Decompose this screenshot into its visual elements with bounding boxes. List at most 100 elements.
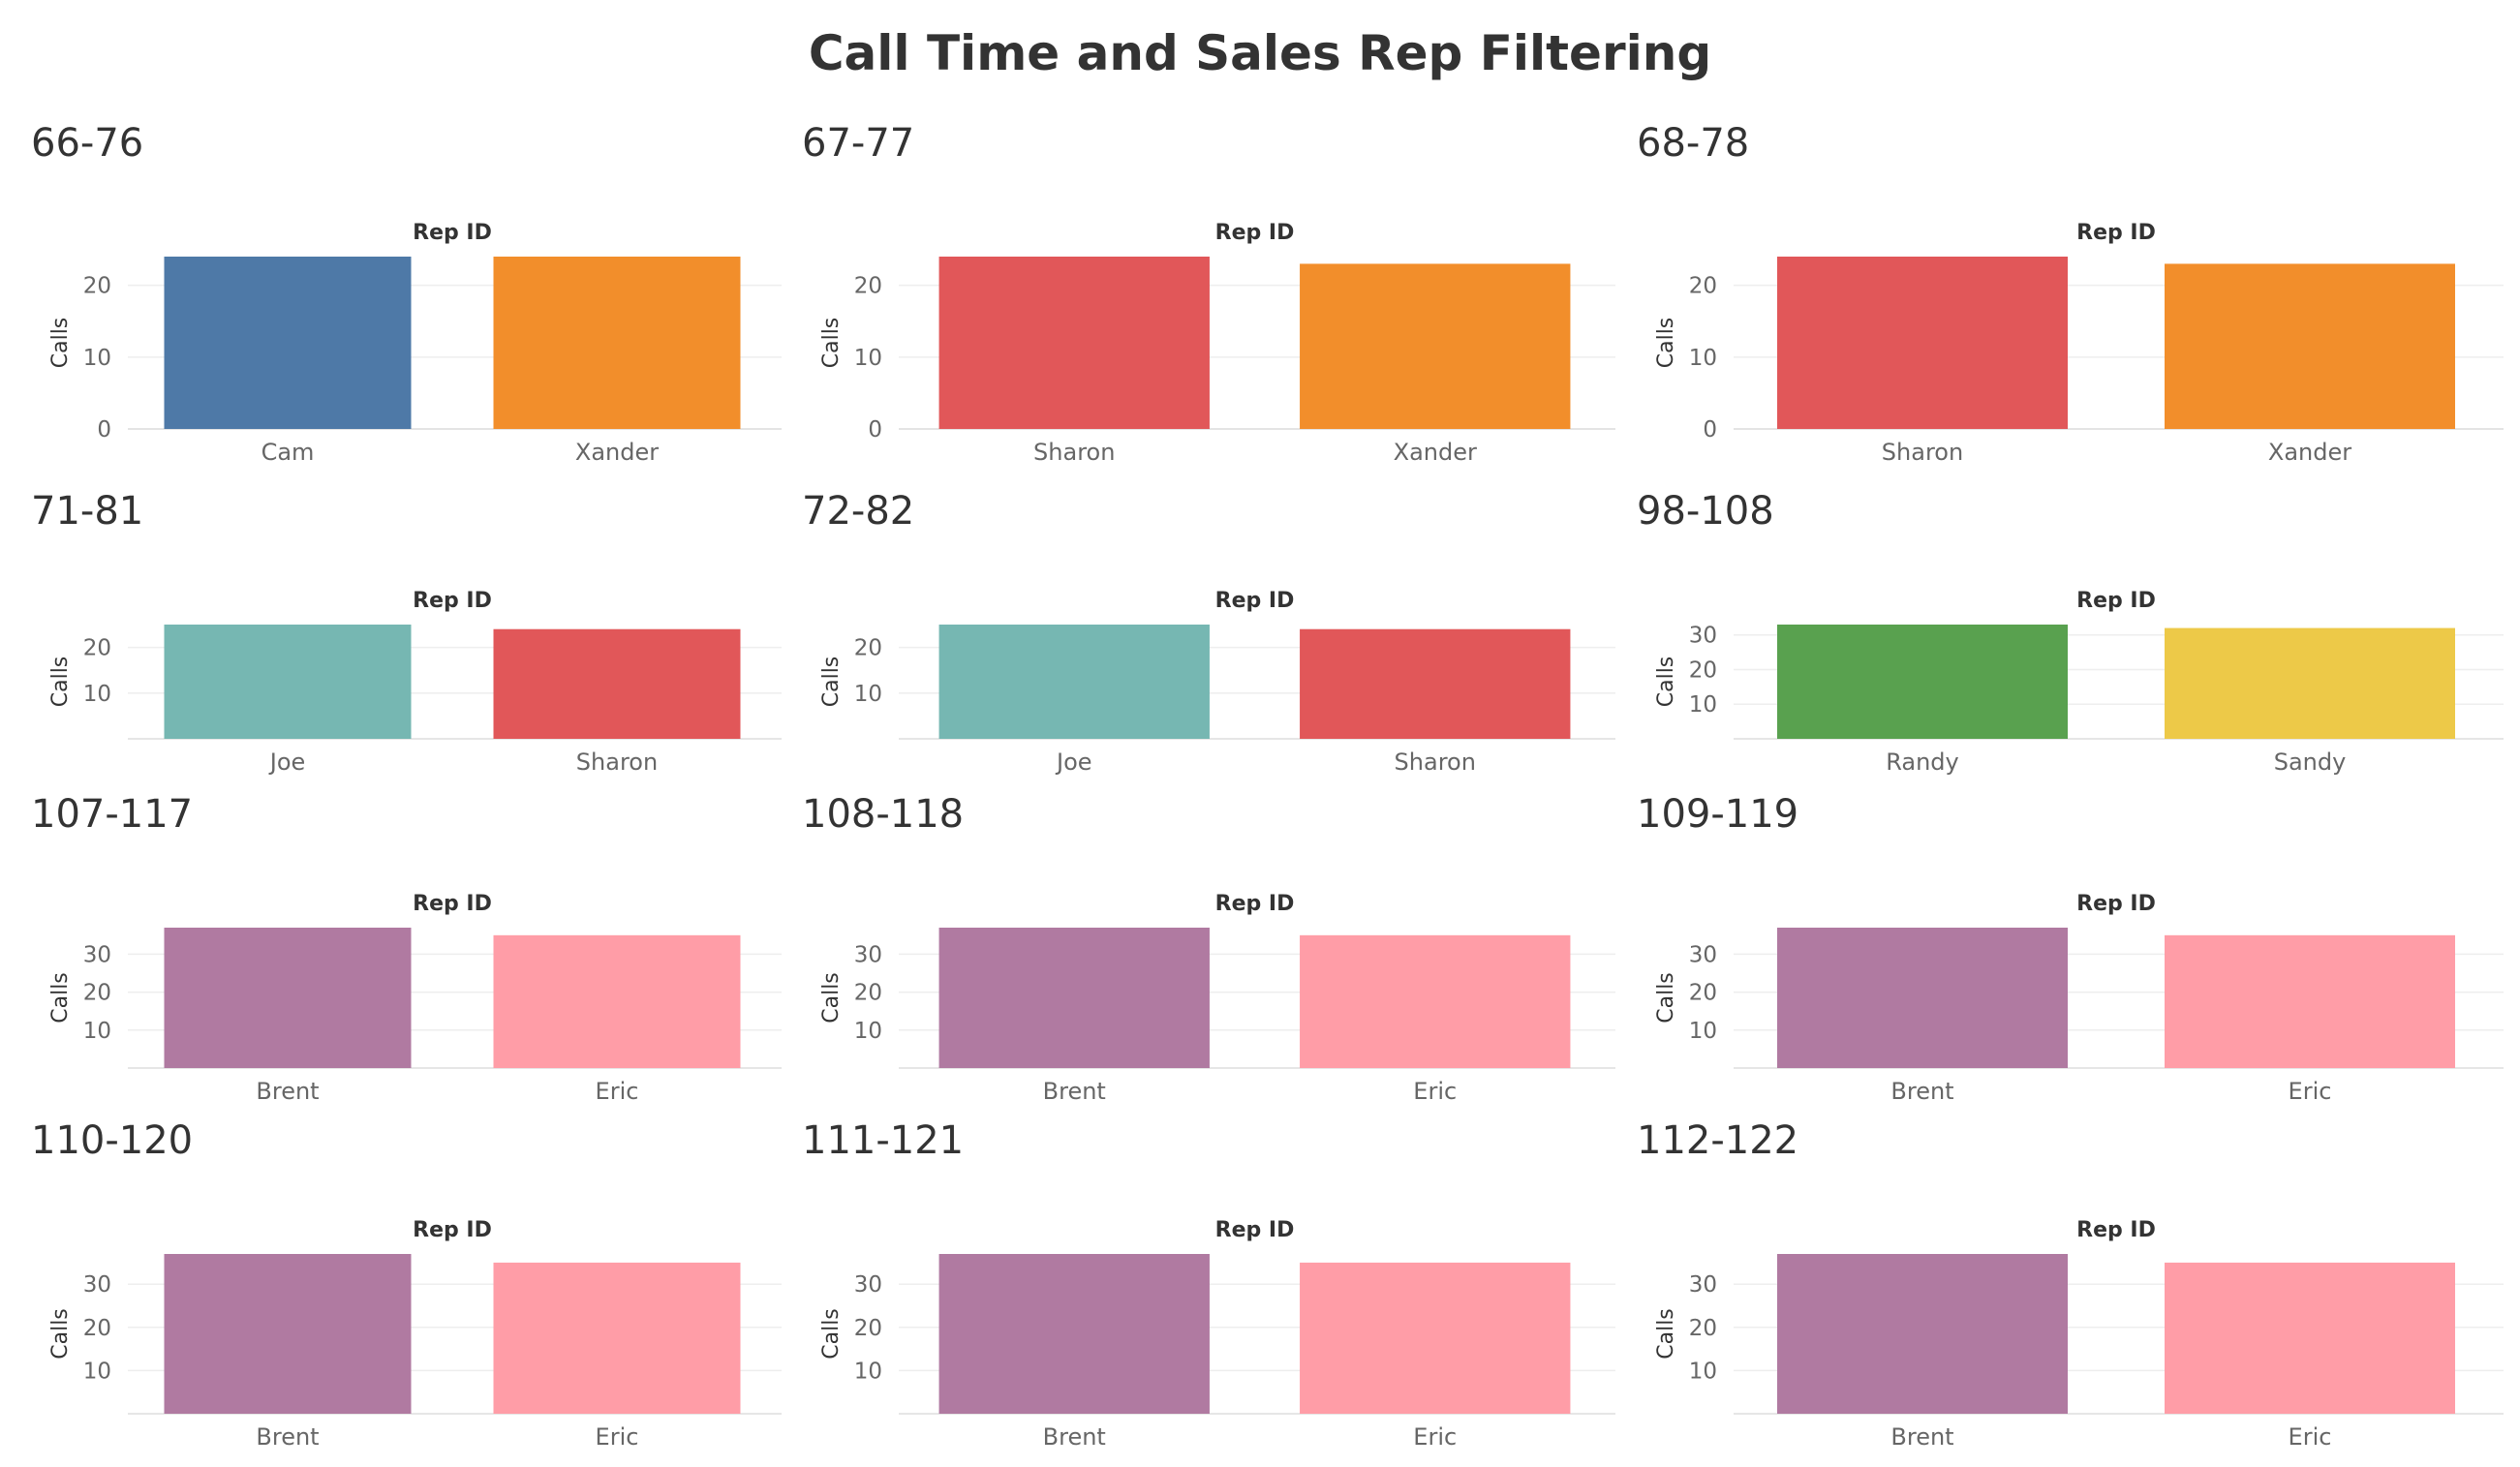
column-header: Rep ID (1215, 221, 1295, 245)
panel-title: 71-81 (31, 489, 143, 534)
bar-chart: Rep ID 10 20 Calls Joe Sharon (802, 576, 1615, 792)
x-category-label: Cam (261, 439, 315, 466)
bar-brent[interactable] (165, 928, 412, 1068)
y-axis-title: Calls (48, 1308, 73, 1360)
y-tick-label: 10 (83, 1019, 111, 1044)
bar-chart: Rep ID 10 20 30 Calls Brent Eric (1637, 879, 2504, 1121)
y-axis-title: Calls (48, 318, 73, 369)
y-tick-label: 20 (854, 981, 882, 1006)
bar-chart: Rep ID 10 20 Calls Joe Sharon (31, 576, 782, 792)
y-tick-label: 10 (1689, 692, 1717, 718)
x-category-label: Eric (2289, 1423, 2332, 1451)
bar-sharon[interactable] (1300, 629, 1570, 739)
x-category-label: Brent (256, 1423, 319, 1451)
column-header: Rep ID (1215, 589, 1295, 613)
bar-chart: Rep ID 0 10 20 Calls Cam Xander (31, 208, 782, 482)
y-tick-label: 10 (854, 1019, 882, 1044)
y-tick-label: 20 (83, 636, 111, 661)
panel-title: 98-108 (1637, 489, 1774, 534)
bar-joe[interactable] (165, 625, 412, 739)
column-header: Rep ID (2076, 892, 2156, 916)
y-tick-label: 30 (1689, 624, 1717, 649)
panel-title: 72-82 (802, 489, 914, 534)
y-tick-label: 30 (83, 942, 111, 967)
bar-xander[interactable] (2165, 263, 2455, 429)
x-category-label: Sharon (1033, 439, 1115, 466)
bar-brent[interactable] (165, 1254, 412, 1414)
panel-title: 107-117 (31, 792, 193, 837)
bar-sharon[interactable] (494, 629, 741, 739)
y-axis-title: Calls (1654, 972, 1678, 1024)
y-axis-title: Calls (819, 657, 844, 708)
bar-cam[interactable] (165, 257, 412, 429)
bar-randy[interactable] (1777, 625, 2068, 739)
y-tick-label: 10 (854, 346, 882, 371)
bar-eric[interactable] (2165, 935, 2455, 1068)
y-tick-label: 30 (1689, 942, 1717, 967)
column-header: Rep ID (2076, 221, 2156, 245)
y-tick-label: 20 (1689, 657, 1717, 683)
bar-chart: Rep ID 10 20 30 Calls Randy Sandy (1637, 576, 2504, 792)
bar-chart: Rep ID 0 10 20 Calls Sharon Xander (802, 208, 1615, 482)
bar-sharon[interactable] (939, 257, 1210, 429)
column-header: Rep ID (413, 892, 492, 916)
bar-joe[interactable] (939, 625, 1210, 739)
x-category-label: Xander (2268, 439, 2351, 466)
x-category-label: Brent (1043, 1423, 1106, 1451)
y-axis-title: Calls (48, 972, 73, 1024)
bar-brent[interactable] (1777, 928, 2068, 1068)
y-tick-label: 20 (1689, 981, 1717, 1006)
panel-title: 68-78 (1637, 121, 1749, 166)
x-category-label: Xander (1394, 439, 1477, 466)
bar-eric[interactable] (1300, 1263, 1570, 1414)
y-tick-label: 30 (1689, 1272, 1717, 1298)
column-header: Rep ID (413, 221, 492, 245)
bar-chart: Rep ID 10 20 30 Calls Brent Eric (31, 879, 782, 1121)
x-category-label: Brent (1890, 1078, 1953, 1105)
y-axis-title: Calls (819, 1308, 844, 1360)
bar-sharon[interactable] (1777, 257, 2068, 429)
column-header: Rep ID (413, 1218, 492, 1242)
y-tick-label: 30 (854, 942, 882, 967)
column-header: Rep ID (1215, 892, 1295, 916)
x-category-label: Sandy (2274, 749, 2347, 776)
x-category-label: Eric (596, 1078, 639, 1105)
x-category-label: Sharon (576, 749, 658, 776)
bar-brent[interactable] (939, 1254, 1210, 1414)
y-axis-title: Calls (819, 972, 844, 1024)
y-tick-label: 10 (83, 346, 111, 371)
y-axis-title: Calls (48, 657, 73, 708)
y-tick-label: 10 (83, 682, 111, 707)
y-tick-label: 20 (854, 636, 882, 661)
bar-chart: Rep ID 10 20 30 Calls Brent Eric (802, 1206, 1615, 1467)
y-tick-label: 20 (1689, 1316, 1717, 1341)
x-category-label: Eric (2289, 1078, 2332, 1105)
x-category-label: Eric (1413, 1423, 1457, 1451)
y-tick-label: 10 (854, 1359, 882, 1384)
bar-xander[interactable] (494, 257, 741, 429)
x-category-label: Brent (1890, 1423, 1953, 1451)
column-header: Rep ID (2076, 589, 2156, 613)
x-category-label: Brent (256, 1078, 319, 1105)
bar-sandy[interactable] (2165, 628, 2455, 739)
y-axis-title: Calls (1654, 1308, 1678, 1360)
bar-eric[interactable] (494, 1263, 741, 1414)
bar-eric[interactable] (2165, 1263, 2455, 1414)
bar-brent[interactable] (939, 928, 1210, 1068)
y-tick-label: 30 (83, 1272, 111, 1298)
panel-title: 110-120 (31, 1118, 193, 1163)
bar-chart: Rep ID 10 20 30 Calls Brent Eric (802, 879, 1615, 1121)
y-tick-label: 0 (1703, 417, 1717, 443)
y-tick-label: 10 (83, 1359, 111, 1384)
bar-chart: Rep ID 10 20 30 Calls Brent Eric (1637, 1206, 2504, 1467)
bar-eric[interactable] (1300, 935, 1570, 1068)
bar-eric[interactable] (494, 935, 741, 1068)
bar-brent[interactable] (1777, 1254, 2068, 1414)
bar-xander[interactable] (1300, 263, 1570, 429)
column-header: Rep ID (413, 589, 492, 613)
y-tick-label: 0 (97, 417, 111, 443)
y-tick-label: 30 (854, 1272, 882, 1298)
panel-title: 108-118 (802, 792, 964, 837)
y-tick-label: 10 (1689, 346, 1717, 371)
